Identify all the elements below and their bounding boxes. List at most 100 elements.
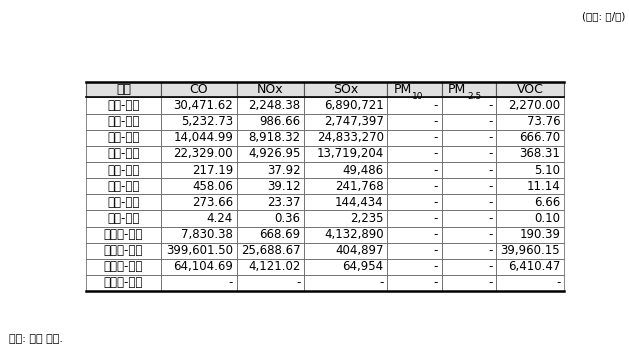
Bar	[237, 113, 304, 130]
Text: 2,248.38: 2,248.38	[248, 99, 301, 112]
Bar	[237, 259, 304, 275]
Bar	[86, 97, 161, 113]
Bar	[442, 82, 496, 97]
Bar	[304, 97, 387, 113]
Bar	[237, 194, 304, 211]
Bar	[161, 130, 237, 146]
Text: 273.66: 273.66	[192, 196, 233, 209]
Text: 73.76: 73.76	[526, 115, 560, 128]
Bar	[387, 227, 442, 243]
Bar	[304, 275, 387, 291]
Text: 4,132,890: 4,132,890	[324, 228, 384, 241]
Bar	[496, 194, 564, 211]
Bar	[442, 162, 496, 178]
Text: 6,410.47: 6,410.47	[508, 260, 560, 274]
Bar	[442, 211, 496, 227]
Bar	[161, 194, 237, 211]
Text: 399,601.50: 399,601.50	[166, 244, 233, 257]
Text: -: -	[434, 131, 438, 144]
Bar	[442, 227, 496, 243]
Bar	[304, 227, 387, 243]
Text: 24,833,270: 24,833,270	[316, 131, 384, 144]
Text: 25,688.67: 25,688.67	[241, 244, 301, 257]
Text: 승용-중형: 승용-중형	[108, 131, 140, 144]
Bar	[387, 82, 442, 97]
Text: -: -	[434, 212, 438, 225]
Text: -: -	[488, 244, 493, 257]
Bar	[237, 243, 304, 259]
Text: 승합-대형: 승합-대형	[108, 196, 140, 209]
Text: -: -	[434, 164, 438, 176]
Text: NOx: NOx	[257, 83, 284, 96]
Bar	[496, 243, 564, 259]
Bar	[161, 243, 237, 259]
Bar	[496, 82, 564, 97]
Bar	[387, 275, 442, 291]
Text: -: -	[488, 276, 493, 290]
Text: 4,926.95: 4,926.95	[248, 147, 301, 160]
Text: 39,960.15: 39,960.15	[501, 244, 560, 257]
Bar	[387, 194, 442, 211]
Text: 368.31: 368.31	[520, 147, 560, 160]
Text: 화물차-대형: 화물차-대형	[104, 260, 143, 274]
Text: -: -	[488, 164, 493, 176]
Text: 자료: 저자 작성.: 자료: 저자 작성.	[9, 334, 64, 344]
Bar	[442, 178, 496, 194]
Bar	[237, 211, 304, 227]
Text: 458.06: 458.06	[192, 180, 233, 193]
Text: 화물차-소형: 화물차-소형	[104, 228, 143, 241]
Text: 49,486: 49,486	[343, 164, 384, 176]
Bar	[387, 146, 442, 162]
Text: 64,104.69: 64,104.69	[173, 260, 233, 274]
Bar	[442, 275, 496, 291]
Text: -: -	[434, 196, 438, 209]
Bar	[304, 113, 387, 130]
Text: 6,890,721: 6,890,721	[324, 99, 384, 112]
Bar	[387, 162, 442, 178]
Text: -: -	[488, 228, 493, 241]
Text: 39.12: 39.12	[267, 180, 301, 193]
Text: 2,235: 2,235	[350, 212, 384, 225]
Text: -: -	[434, 180, 438, 193]
Bar	[387, 130, 442, 146]
Bar	[161, 211, 237, 227]
Bar	[237, 82, 304, 97]
Bar	[442, 194, 496, 211]
Text: 2,747,397: 2,747,397	[324, 115, 384, 128]
Bar	[86, 130, 161, 146]
Bar	[304, 243, 387, 259]
Text: 2,270.00: 2,270.00	[508, 99, 560, 112]
Bar	[161, 162, 237, 178]
Text: -: -	[229, 276, 233, 290]
Bar	[442, 130, 496, 146]
Bar	[161, 97, 237, 113]
Bar	[496, 113, 564, 130]
Bar	[161, 227, 237, 243]
Bar	[161, 259, 237, 275]
Text: -: -	[488, 147, 493, 160]
Bar	[304, 82, 387, 97]
Bar	[442, 259, 496, 275]
Text: 2.5: 2.5	[467, 92, 481, 101]
Text: -: -	[488, 115, 493, 128]
Bar	[496, 227, 564, 243]
Text: 23.37: 23.37	[267, 196, 301, 209]
Bar	[442, 146, 496, 162]
Text: -: -	[488, 180, 493, 193]
Text: SOx: SOx	[333, 83, 358, 96]
Text: 10: 10	[413, 92, 424, 101]
Text: 0.10: 0.10	[534, 212, 560, 225]
Bar	[304, 211, 387, 227]
Text: -: -	[556, 276, 560, 290]
Bar	[86, 162, 161, 178]
Bar	[496, 162, 564, 178]
Text: 190.39: 190.39	[520, 228, 560, 241]
Text: 승용-경형: 승용-경형	[108, 99, 140, 112]
Text: 6.66: 6.66	[534, 196, 560, 209]
Text: 화물차-특수: 화물차-특수	[104, 276, 143, 290]
Bar	[387, 97, 442, 113]
Bar	[442, 97, 496, 113]
Text: 668.69: 668.69	[260, 228, 301, 241]
Text: 30,471.62: 30,471.62	[174, 99, 233, 112]
Bar	[161, 82, 237, 97]
